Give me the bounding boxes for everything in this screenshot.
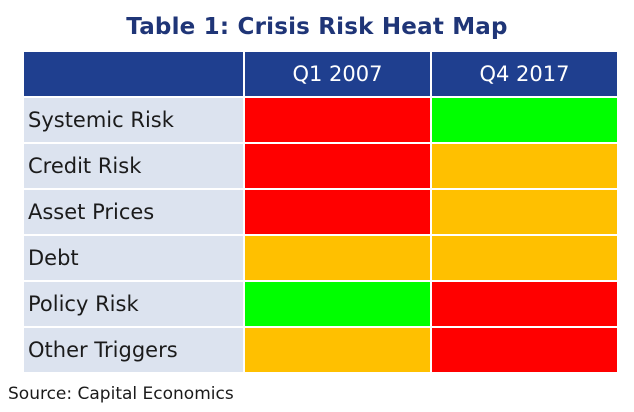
row-label: Policy Risk [24,282,243,326]
row-label: Asset Prices [24,190,243,234]
heatmap-table: Q1 2007 Q4 2017 Systemic Risk Credit Risk As… [24,52,618,372]
heatmap-cell [245,98,430,142]
heatmap-cell [432,236,617,280]
source-note: Source: Capital Economics [8,384,234,404]
chart-title: Table 1: Crisis Risk Heat Map [126,14,508,40]
heatmap-cell [432,282,617,326]
heatmap-cell [245,236,430,280]
heatmap-cell [245,328,430,372]
heatmap-cell [432,98,617,142]
heatmap-cell [432,190,617,234]
column-header: Q4 2017 [432,52,617,96]
row-label: Credit Risk [24,144,243,188]
row-label: Other Triggers [24,328,243,372]
heatmap-cell [245,282,430,326]
row-label: Systemic Risk [24,98,243,142]
heatmap-cell [432,328,617,372]
heatmap-cell [245,144,430,188]
heatmap-cell [432,144,617,188]
column-header: Q1 2007 [245,52,430,96]
header-corner [24,52,243,96]
heatmap-cell [245,190,430,234]
row-label: Debt [24,236,243,280]
